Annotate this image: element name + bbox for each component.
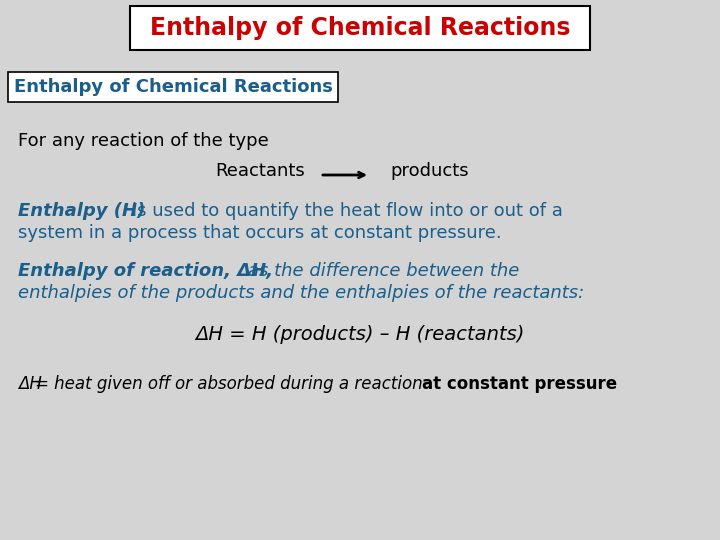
Text: For any reaction of the type: For any reaction of the type: [18, 132, 269, 150]
Text: ΔH = H (products) – H (reactants): ΔH = H (products) – H (reactants): [195, 325, 525, 344]
Text: Enthalpy of Chemical Reactions: Enthalpy of Chemical Reactions: [150, 16, 570, 40]
Bar: [130, 6, 590, 50]
Text: Enthalpy of reaction, ΔH,: Enthalpy of reaction, ΔH,: [18, 262, 273, 280]
Text: enthalpies of the products and the enthalpies of the reactants:: enthalpies of the products and the entha…: [18, 284, 584, 302]
Text: system in a process that occurs at constant pressure.: system in a process that occurs at const…: [18, 224, 502, 242]
Text: at constant pressure: at constant pressure: [422, 375, 617, 393]
Text: products: products: [390, 162, 469, 180]
Text: Enthalpy (H): Enthalpy (H): [18, 202, 145, 220]
Text: Reactants: Reactants: [215, 162, 305, 180]
Text: is used to quantify the heat flow into or out of a: is used to quantify the heat flow into o…: [132, 202, 563, 220]
Text: ΔH: ΔH: [18, 375, 42, 393]
Text: Enthalpy of Chemical Reactions: Enthalpy of Chemical Reactions: [14, 78, 333, 96]
Bar: [8, 72, 338, 102]
Text: as the difference between the: as the difference between the: [248, 262, 519, 280]
Text: = heat given off or absorbed during a reaction: = heat given off or absorbed during a re…: [35, 375, 423, 393]
